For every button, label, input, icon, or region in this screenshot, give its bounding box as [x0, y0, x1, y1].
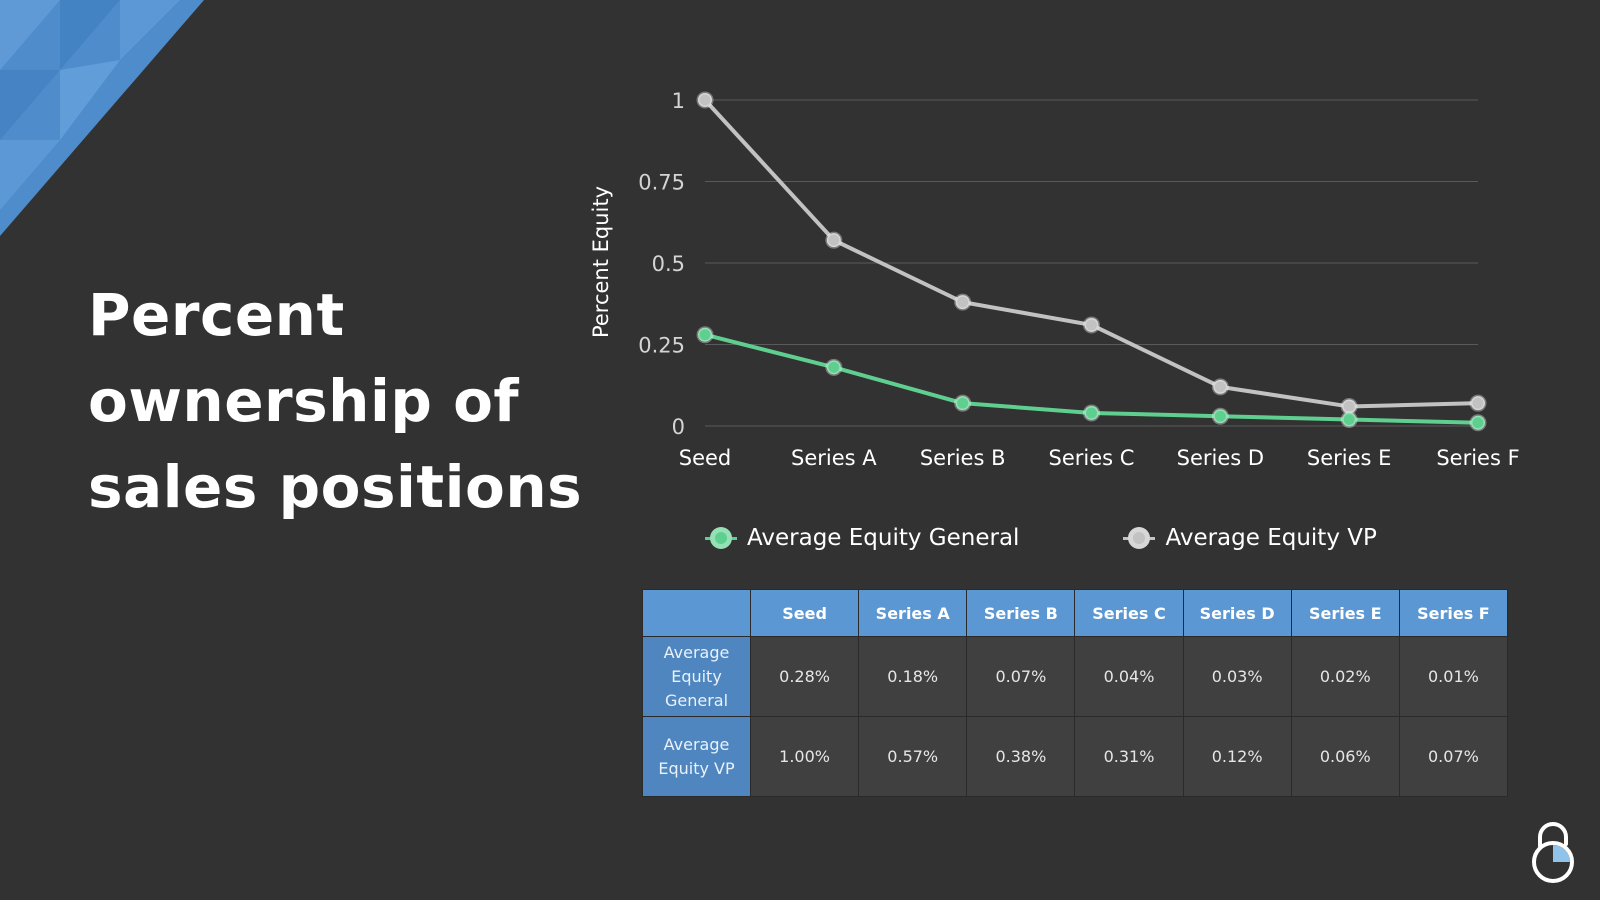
x-tick-label: Series D: [1177, 446, 1264, 470]
data-point: [1469, 394, 1487, 412]
table-cell: 0.07%: [966, 636, 1076, 717]
x-tick-label: Series F: [1436, 446, 1519, 470]
y-tick-label: 1: [672, 89, 685, 113]
line-chart: 0 0.25 0.5 0.75 1 Seed Series A Series B Series…: [589, 89, 1520, 470]
table-header-cell: Series B: [966, 589, 1076, 637]
legend-item-vp: Average Equity VP: [1123, 525, 1377, 551]
data-point: [1340, 410, 1358, 428]
data-point: [954, 293, 972, 311]
padlock-chart-logo-icon: [1532, 822, 1574, 883]
table-header-cell: Series F: [1398, 589, 1509, 637]
slide-title: Percent ownership of sales positions: [88, 281, 583, 521]
legend-item-general: Average Equity General: [705, 525, 1019, 551]
data-point: [1211, 407, 1229, 425]
series-line: [703, 98, 1479, 409]
table-header-cell: Series D: [1182, 589, 1292, 637]
x-tick-label: Series A: [791, 446, 877, 470]
table-cell: 1.00%: [749, 716, 860, 797]
table-cell: 0.02%: [1290, 636, 1400, 717]
equity-data-table: Seed Series A Series B Series C Series D…: [642, 589, 1509, 797]
x-tick-label: Seed: [679, 446, 732, 470]
data-point: [825, 231, 843, 249]
chart-gridlines: [705, 99, 1478, 427]
data-point: [1083, 404, 1100, 422]
series-1: [696, 91, 1487, 415]
data-point: [954, 394, 972, 412]
corner-triangle-pattern-icon: [0, 0, 204, 236]
table-cell: 0.07%: [1398, 716, 1509, 797]
x-tick-label: Series E: [1307, 446, 1392, 470]
data-point: [1083, 316, 1100, 334]
data-point: [1469, 414, 1487, 432]
table-row: Average Equity General 0.28% 0.18% 0.07%…: [642, 636, 1509, 717]
table-header-cell: Series A: [858, 589, 968, 637]
table-header-corner: [642, 589, 751, 637]
data-point: [825, 358, 843, 376]
y-tick-label: 0: [672, 415, 685, 439]
series-0: [696, 326, 1487, 432]
table-cell: 0.06%: [1290, 716, 1400, 797]
table-cell: 0.18%: [858, 636, 968, 717]
table-row-label: Average Equity General: [642, 636, 751, 717]
x-tick-label: Series C: [1049, 446, 1135, 470]
x-axis-ticks: Seed Series A Series B Series C Series D Seri…: [679, 446, 1520, 470]
y-axis-ticks: 0 0.25 0.5 0.75 1: [638, 89, 685, 439]
table-header-cell: Series E: [1290, 589, 1400, 637]
x-tick-label: Series B: [920, 446, 1006, 470]
table-cell: 0.03%: [1182, 636, 1292, 717]
table-cell: 0.01%: [1398, 636, 1509, 717]
table-header-cell: Series C: [1074, 589, 1184, 637]
chart-series: [696, 91, 1487, 432]
chart-legend: Average Equity General Average Equity VP: [705, 520, 1377, 556]
table-header-row: Seed Series A Series B Series C Series D…: [642, 589, 1509, 637]
table-cell: 0.57%: [858, 716, 968, 797]
table-cell: 0.28%: [749, 636, 860, 717]
table-row: Average Equity VP 1.00% 0.57% 0.38% 0.31…: [642, 716, 1509, 797]
legend-label-vp: Average Equity VP: [1165, 525, 1377, 551]
table-cell: 0.12%: [1182, 716, 1292, 797]
table-cell: 0.04%: [1074, 636, 1184, 717]
y-tick-label: 0.5: [652, 252, 685, 276]
y-axis-label: Percent Equity: [589, 186, 613, 338]
legend-marker-vp: [1123, 527, 1156, 549]
table-row-label: Average Equity VP: [642, 716, 751, 797]
table-cell: 0.38%: [966, 716, 1076, 797]
data-point: [696, 91, 714, 109]
legend-label-general: Average Equity General: [747, 525, 1020, 551]
table-cell: 0.31%: [1074, 716, 1184, 797]
data-point: [696, 326, 714, 344]
y-tick-label: 0.25: [638, 334, 685, 358]
table-header-cell: Seed: [749, 589, 860, 637]
y-tick-label: 0.75: [638, 171, 685, 195]
legend-marker-general: [705, 527, 737, 549]
data-point: [1211, 378, 1229, 396]
